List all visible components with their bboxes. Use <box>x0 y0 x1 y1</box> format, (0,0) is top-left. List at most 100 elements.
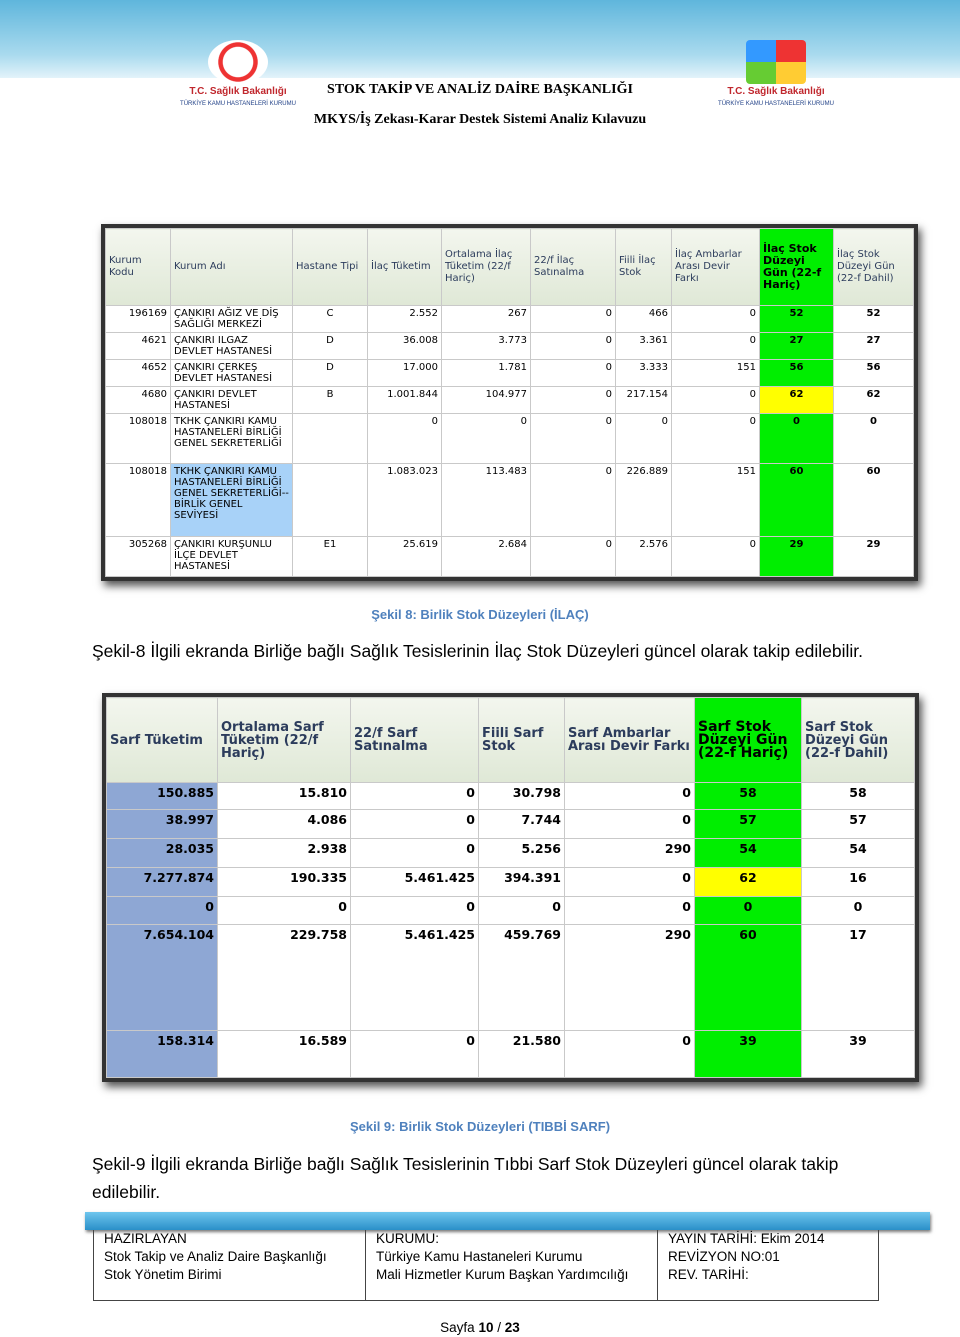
header-cell: Kurum Kodu <box>105 228 171 306</box>
data-row: 4621 ÇANKIRI ILGAZ DEVLET HASTANESİ D 36.00… <box>105 332 914 360</box>
cell: TKHK ÇANKIRI KAMU HASTANELERİ BİRLİĞİ GE… <box>170 413 293 464</box>
cell: 0 <box>367 413 442 464</box>
cell: 2.576 <box>615 536 672 577</box>
cell: 1.001.844 <box>367 386 442 414</box>
cell: 0 <box>671 413 760 464</box>
cell: 3.333 <box>615 359 672 387</box>
cell: 0 <box>833 413 914 464</box>
caption: Şekil 9: Birlik Stok Düzeyleri (TIBBİ SA… <box>349 1119 611 1134</box>
cell: 28.035 <box>106 838 218 868</box>
cell: 290 <box>564 924 695 1031</box>
cell: 21.580 <box>478 1030 565 1078</box>
footer-column: HAZIRLAYAN Stok Takip ve Analiz Daire Baş… <box>94 1230 366 1300</box>
header-cell: Fiili İlaç Stok <box>615 228 672 306</box>
cell: 108018 <box>105 413 171 464</box>
cell: ÇANKIRI KURŞUNLU İLÇE DEVLET HASTANESİ <box>170 536 293 577</box>
cell: 459.769 <box>478 924 565 1031</box>
cell: 7.654.104 <box>106 924 218 1031</box>
cell: 0 <box>530 359 616 387</box>
cell: 267 <box>441 305 531 333</box>
cell: 104.977 <box>441 386 531 414</box>
footer-column: KURUMU: Türkiye Kamu Hastaneleri Kurumu Ma… <box>366 1230 658 1300</box>
cell: 0 <box>350 838 479 868</box>
logo-org: T.C. Sağlık Bakanlığı <box>727 86 825 97</box>
data-row: 305268 ÇANKIRI KURŞUNLU İLÇE DEVLET HASTA… <box>105 536 914 577</box>
cell <box>292 413 368 464</box>
cell: ÇANKIRI ÇERKEŞ DEVLET HASTANESİ <box>170 359 293 387</box>
cell: 29 <box>833 536 914 577</box>
cell: 158.314 <box>106 1030 218 1078</box>
cell: 57 <box>801 809 915 839</box>
cell: 5.461.425 <box>350 867 479 897</box>
header-title: STOK TAKİP VE ANALİZ DAİRE BAŞKANLIĞI <box>327 82 633 97</box>
cell: 290 <box>564 838 695 868</box>
cell: 0 <box>759 413 834 464</box>
cell: 60 <box>759 463 834 537</box>
footer-line: REVİZYON NO:01 <box>668 1249 780 1264</box>
cell: 0 <box>671 332 760 360</box>
cell: 0 <box>530 332 616 360</box>
cell: 394.391 <box>478 867 565 897</box>
cell: 52 <box>833 305 914 333</box>
cell: 2.684 <box>441 536 531 577</box>
cell: 3.361 <box>615 332 672 360</box>
cell: 2.552 <box>367 305 442 333</box>
cell: 29 <box>759 536 834 577</box>
cell: 5.256 <box>478 838 565 868</box>
cell: TKHK ÇANKIRI KAMU HASTANELERİ BİRLİĞİ GE… <box>170 463 293 537</box>
cell: 0 <box>671 386 760 414</box>
cell: 52 <box>759 305 834 333</box>
table-ilac: Kurum Kodu Kurum Adı Hastane Tipi İlaç Tüke… <box>105 228 914 577</box>
header-cell: İlaç Tüketim <box>367 228 442 306</box>
cell: 7.277.874 <box>106 867 218 897</box>
cell: 58 <box>801 782 915 810</box>
cell <box>292 463 368 537</box>
cell: 5.461.425 <box>350 924 479 1031</box>
cell: 151 <box>671 463 760 537</box>
cell: 0 <box>530 305 616 333</box>
paragraph: Şekil-9 İlgili ekranda Birliğe bağlı Sağ… <box>92 1154 839 1202</box>
cell: 229.758 <box>217 924 351 1031</box>
header-subtitle: MKYS/İş Zekası-Karar Destek Sistemi Anal… <box>313 112 647 127</box>
header-cell: Sarf Tüketim <box>106 697 218 783</box>
cell: 0 <box>671 536 760 577</box>
cell: B <box>292 386 368 414</box>
cell: 2.938 <box>217 838 351 868</box>
cell: 466 <box>615 305 672 333</box>
header-cell: Kurum Adı <box>170 228 293 306</box>
cell: 56 <box>833 359 914 387</box>
page-number: Sayfa 10 / 23 <box>0 1320 960 1335</box>
header-cell: Sarf Stok Düzeyi Gün (22-f Dahil) <box>801 697 915 783</box>
cell: 0 <box>530 463 616 537</box>
cell: 25.619 <box>367 536 442 577</box>
data-row: 4680 ÇANKIRI DEVLET HASTANESİ B 1.001.844 10… <box>105 386 914 414</box>
cell: E1 <box>292 536 368 577</box>
cell: 150.885 <box>106 782 218 810</box>
cell: 108018 <box>105 463 171 537</box>
left-logo: T.C. Sağlık Bakanlığı TÜRKİYE KAMU HASTA… <box>168 40 308 107</box>
cell: 0 <box>671 305 760 333</box>
header-cell: Ortalama İlaç Tüketim (22/f Hariç) <box>441 228 531 306</box>
cell: 3.773 <box>441 332 531 360</box>
data-row: 108018 TKHK ÇANKIRI KAMU HASTANELERİ BİRL… <box>105 413 914 464</box>
cell: 0 <box>530 413 616 464</box>
data-row: 196169 ÇANKIRI AĞIZ VE DİŞ SAĞLIĞI MERKEZ… <box>105 305 914 333</box>
data-row: 4652 ÇANKIRI ÇERKEŞ DEVLET HASTANESİ D 17.0… <box>105 359 914 387</box>
header-cell: İlaç Stok Düzeyi Gün (22-f Dahil) <box>833 228 914 306</box>
cell: 113.483 <box>441 463 531 537</box>
cell: 58 <box>694 782 802 810</box>
header-cell: Sarf Ambarlar Arası Devir Farkı <box>564 697 695 783</box>
logo-org: T.C. Sağlık Bakanlığı <box>189 86 287 97</box>
cell: 0 <box>564 867 695 897</box>
cell: 0 <box>694 896 802 925</box>
page-label: Sayfa <box>440 1320 475 1335</box>
cell: 54 <box>694 838 802 868</box>
cell: 0 <box>564 1030 695 1078</box>
cell: 16 <box>801 867 915 897</box>
header-cell: Fiili Sarf Stok <box>478 697 565 783</box>
logo-icon <box>746 40 806 84</box>
header-cell: 22/f İlaç Satınalma <box>530 228 616 306</box>
cell: 27 <box>833 332 914 360</box>
